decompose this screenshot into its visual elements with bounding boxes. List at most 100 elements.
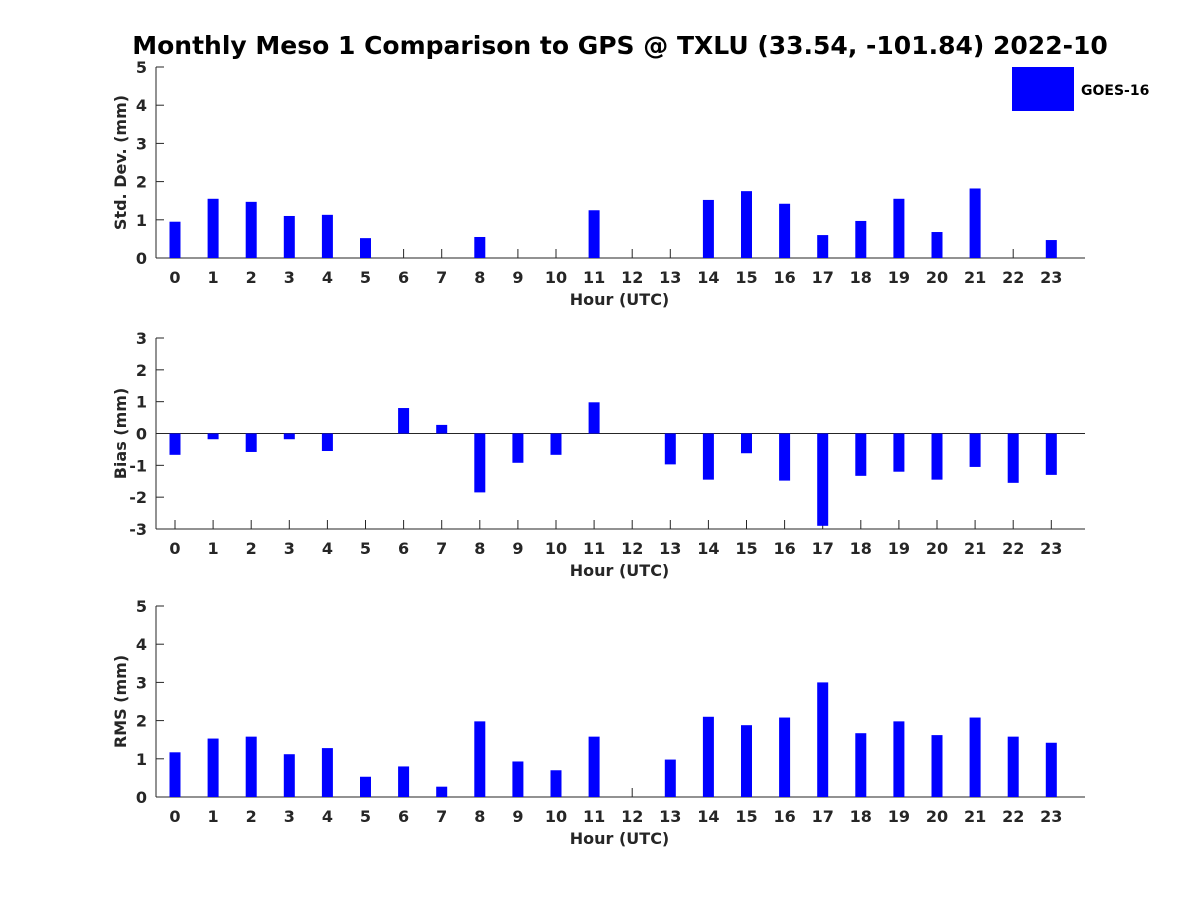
bar xyxy=(741,725,752,797)
x-tick-label: 17 xyxy=(812,268,834,287)
x-tick-label: 15 xyxy=(735,807,757,826)
bar xyxy=(245,736,257,797)
x-tick-label: 10 xyxy=(545,539,567,558)
x-tick-label: 8 xyxy=(474,807,485,826)
x-tick-label: 11 xyxy=(583,268,605,287)
y-axis-label: RMS (mm) xyxy=(111,655,130,748)
bar xyxy=(931,433,943,480)
bar xyxy=(702,716,714,797)
x-tick-label: 12 xyxy=(621,539,643,558)
x-tick-label: 9 xyxy=(512,268,523,287)
bar xyxy=(360,238,371,258)
x-tick-label: 19 xyxy=(888,539,910,558)
bar xyxy=(588,402,600,434)
x-tick-label: 4 xyxy=(322,268,333,287)
x-tick-label: 1 xyxy=(208,268,219,287)
bar xyxy=(321,748,333,797)
x-tick-label: 22 xyxy=(1002,539,1024,558)
bar xyxy=(779,717,791,797)
y-tick-label: 3 xyxy=(136,329,147,348)
x-tick-label: 0 xyxy=(169,268,180,287)
bar xyxy=(664,433,676,465)
x-tick-label: 22 xyxy=(1002,268,1024,287)
x-tick-label: 21 xyxy=(964,539,986,558)
bar xyxy=(550,770,562,797)
x-tick-label: 14 xyxy=(697,539,719,558)
y-axis-label: Std. Dev. (mm) xyxy=(111,95,130,230)
bar xyxy=(817,682,829,797)
x-tick-label: 15 xyxy=(735,539,757,558)
bar xyxy=(855,433,867,476)
y-tick-label: -2 xyxy=(129,488,147,507)
bar xyxy=(588,736,600,797)
bar xyxy=(283,754,295,797)
bar xyxy=(969,188,981,258)
y-tick-label: 4 xyxy=(136,635,147,654)
y-tick-label: 2 xyxy=(136,361,147,380)
bar xyxy=(1007,736,1019,797)
bar xyxy=(169,752,181,797)
y-tick-label: 5 xyxy=(136,597,147,616)
x-tick-label: 15 xyxy=(735,268,757,287)
bar xyxy=(321,214,333,258)
bar xyxy=(398,766,410,797)
y-tick-label: 4 xyxy=(136,96,147,115)
y-tick-label: 0 xyxy=(136,788,147,807)
x-tick-label: 6 xyxy=(398,807,409,826)
x-tick-label: 20 xyxy=(926,268,948,287)
x-axis-label: Hour (UTC) xyxy=(570,829,670,848)
x-tick-label: 3 xyxy=(284,539,295,558)
x-tick-label: 17 xyxy=(812,539,834,558)
bar xyxy=(741,433,752,454)
bar xyxy=(893,198,905,258)
x-tick-label: 4 xyxy=(322,807,333,826)
bar xyxy=(512,761,524,797)
x-tick-label: 23 xyxy=(1040,268,1062,287)
bar xyxy=(283,215,295,258)
bar xyxy=(474,236,486,258)
x-tick-label: 2 xyxy=(246,539,257,558)
x-tick-label: 9 xyxy=(512,539,523,558)
y-axis-label: Bias (mm) xyxy=(111,388,130,480)
x-tick-label: 23 xyxy=(1040,539,1062,558)
x-tick-label: 3 xyxy=(284,807,295,826)
x-tick-label: 14 xyxy=(697,268,719,287)
y-tick-label: -3 xyxy=(129,520,147,539)
x-tick-label: 21 xyxy=(964,807,986,826)
bar xyxy=(550,433,562,455)
x-tick-label: 11 xyxy=(583,807,605,826)
x-tick-label: 10 xyxy=(545,807,567,826)
bar xyxy=(931,232,943,258)
x-tick-label: 19 xyxy=(888,268,910,287)
x-tick-label: 16 xyxy=(773,807,795,826)
x-tick-label: 13 xyxy=(659,268,681,287)
x-tick-label: 3 xyxy=(284,268,295,287)
bar xyxy=(855,220,867,258)
x-tick-label: 0 xyxy=(169,807,180,826)
bar xyxy=(436,424,448,434)
bar xyxy=(779,203,791,258)
bar xyxy=(169,433,181,455)
x-tick-label: 8 xyxy=(474,268,485,287)
x-tick-label: 20 xyxy=(926,807,948,826)
x-tick-label: 18 xyxy=(850,807,872,826)
y-tick-label: 1 xyxy=(136,211,147,230)
y-tick-label: 2 xyxy=(136,712,147,731)
x-tick-label: 9 xyxy=(512,807,523,826)
bar xyxy=(1045,240,1057,258)
bar xyxy=(321,433,333,452)
bar xyxy=(817,433,829,526)
x-tick-label: 17 xyxy=(812,807,834,826)
x-tick-label: 7 xyxy=(436,268,447,287)
bar xyxy=(702,433,714,480)
x-tick-label: 16 xyxy=(773,268,795,287)
x-tick-label: 1 xyxy=(208,807,219,826)
x-tick-label: 7 xyxy=(436,539,447,558)
x-tick-label: 6 xyxy=(398,268,409,287)
bar xyxy=(283,433,295,440)
x-tick-label: 19 xyxy=(888,807,910,826)
bar xyxy=(702,199,714,258)
bar xyxy=(169,221,181,258)
